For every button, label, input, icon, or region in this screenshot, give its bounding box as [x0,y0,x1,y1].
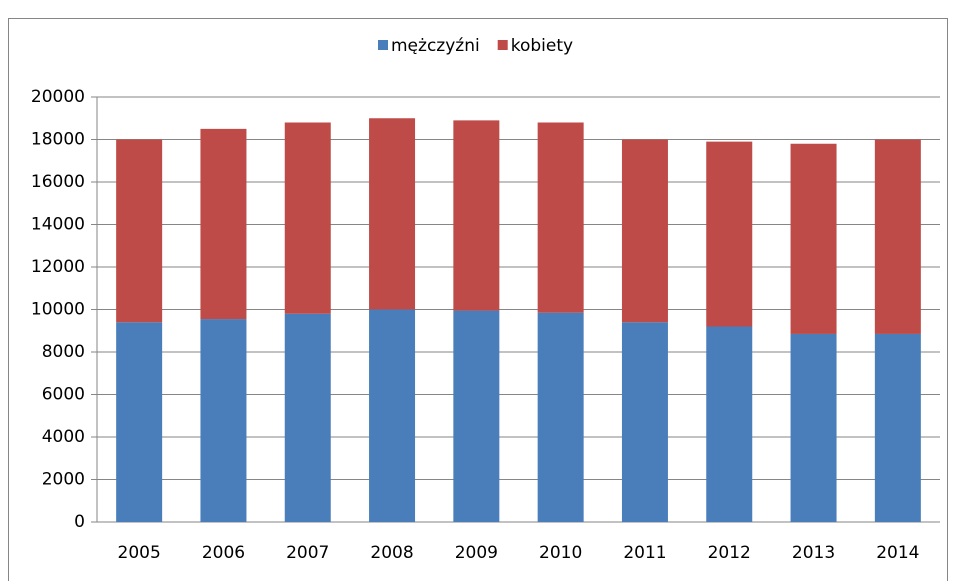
y-tick-label: 6000 [42,385,85,405]
bar-segment [706,141,753,327]
bar-segment [284,313,331,522]
x-tick-label: 2010 [539,543,582,563]
y-tick-label: 14000 [31,215,85,235]
bar-segment [790,333,837,522]
x-tick-label: 2008 [370,543,413,563]
y-tick-label: 2000 [42,470,85,490]
legend-label: mężczyźni [391,36,480,56]
bar-segment [790,143,837,334]
bar-segment [706,326,753,522]
y-tick-label: 4000 [42,427,85,447]
y-tick-label: 12000 [31,257,85,277]
x-tick-label: 2011 [623,543,666,563]
y-tick-label: 18000 [31,130,85,150]
bar-segment [369,309,416,522]
bar-segment [453,310,500,522]
bar-segment [621,139,668,323]
bar-segment [453,120,500,311]
bar-segment [200,319,247,522]
x-tick-label: 2014 [876,543,919,563]
bar-segment [537,312,584,522]
x-tick-label: 2013 [792,543,835,563]
bar-segment [116,139,163,323]
bar-segment [621,322,668,522]
bar-segment [116,322,163,522]
legend-swatch [378,40,388,50]
bar-segment [284,122,331,314]
x-tick-label: 2009 [455,543,498,563]
bar-segment [369,118,416,310]
legend-swatch [497,40,508,50]
y-tick-label: 0 [74,512,85,532]
x-tick-label: 2005 [118,543,161,563]
bar-segment [874,139,921,334]
x-tick-label: 2006 [202,543,245,563]
bar-segment [200,128,247,320]
legend-label: kobiety [511,36,573,56]
x-tick-label: 2012 [708,543,751,563]
y-tick-label: 8000 [42,342,85,362]
y-tick-label: 10000 [31,300,85,320]
bar-segment [537,122,584,313]
bar-segment [874,333,921,522]
y-tick-label: 20000 [31,87,85,107]
x-tick-label: 2007 [286,543,329,563]
y-tick-label: 16000 [31,172,85,192]
